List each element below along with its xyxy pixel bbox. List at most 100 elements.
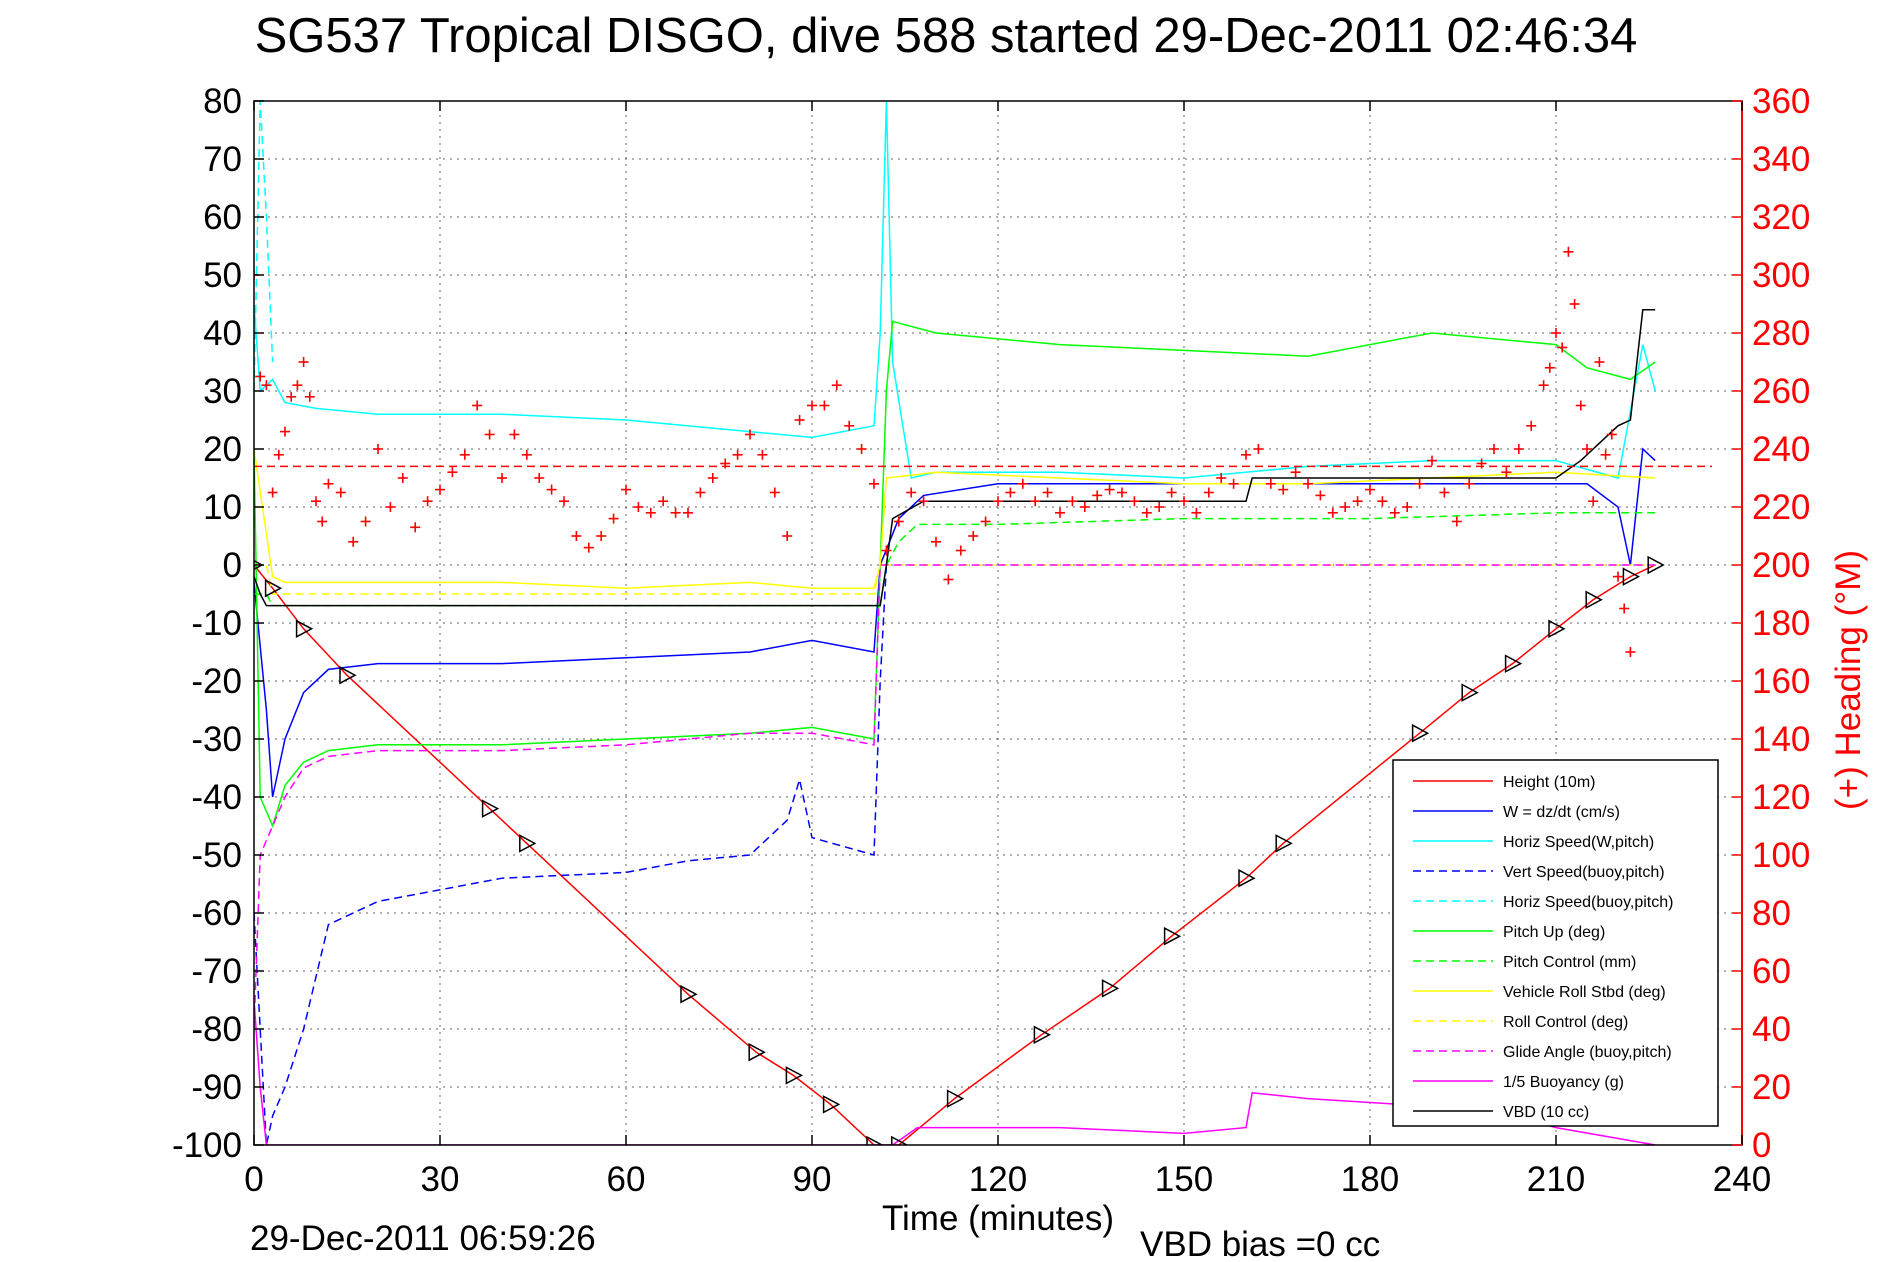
heading-point	[459, 449, 470, 460]
heading-point	[769, 487, 780, 498]
right-tick-label: 60	[1752, 952, 1791, 991]
height-marker	[481, 799, 500, 818]
legend-label: Height (10m)	[1503, 774, 1595, 791]
legend-label: W = dz/dt (cm/s)	[1503, 804, 1620, 821]
heading-point	[1489, 444, 1499, 454]
legend-label: Pitch Up (deg)	[1503, 924, 1605, 941]
legend: Height (10m) W = dz/dt (cm/s) Horiz Speed(…	[1392, 759, 1719, 1127]
heading-point	[255, 371, 266, 382]
heading-point	[1551, 328, 1561, 338]
x-tick-label: 180	[1341, 1160, 1399, 1199]
series-vbd-10-cc	[254, 309, 1656, 607]
heading-point	[1055, 507, 1065, 518]
height-marker	[1647, 555, 1665, 575]
heading-point	[943, 574, 954, 585]
heading-point	[633, 502, 644, 512]
series-horiz-speed-w-pitch	[254, 101, 1656, 479]
heading-point	[732, 449, 743, 460]
heading-point	[1092, 490, 1103, 501]
heading-point	[1501, 467, 1512, 478]
heading-point	[304, 391, 315, 402]
height-marker	[680, 984, 698, 1004]
axes	[253, 100, 1743, 1146]
heading-point	[546, 484, 557, 495]
heading-point	[323, 478, 334, 489]
heading-point	[373, 444, 383, 454]
heading-point	[1154, 502, 1165, 512]
heading-point	[1476, 458, 1487, 469]
heading-point	[893, 516, 904, 527]
heading-point	[918, 496, 929, 507]
heading-point	[335, 487, 346, 498]
heading-point	[385, 502, 396, 512]
heading-point	[1544, 362, 1555, 373]
right-tick-label: 0	[1752, 1126, 1771, 1165]
right-tick-label: 280	[1752, 314, 1810, 353]
heading-point	[670, 507, 681, 518]
y-tick-label: 10	[203, 488, 242, 527]
heading-point	[410, 522, 421, 533]
height-marker	[1238, 868, 1256, 888]
legend-label: Vert Speed(buoy,pitch)	[1503, 864, 1665, 881]
right-tick-label: 240	[1752, 430, 1810, 469]
right-tick-label: 220	[1752, 488, 1810, 527]
height-marker	[946, 1089, 965, 1108]
heading-point	[1303, 478, 1313, 489]
heading-point	[360, 516, 371, 527]
height-marker	[264, 578, 283, 598]
heading-point	[1315, 490, 1326, 501]
legend-label: Glide Angle (buoy,pitch)	[1503, 1044, 1672, 1061]
x-tick-label: 60	[607, 1160, 646, 1199]
right-tick-label: 40	[1752, 1010, 1791, 1049]
heading-point	[980, 516, 991, 527]
heading-point	[1569, 299, 1580, 309]
legend-label: Pitch Control (mm)	[1503, 954, 1636, 971]
heading-point	[1216, 473, 1227, 483]
right-tick-label: 200	[1752, 546, 1810, 585]
right-tick-label: 80	[1752, 894, 1791, 933]
heading-point	[707, 473, 718, 483]
legend-label: Roll Control (deg)	[1503, 1014, 1628, 1031]
x-tick-label: 240	[1713, 1160, 1771, 1199]
heading-point	[1179, 496, 1189, 507]
heading-point	[1563, 246, 1574, 257]
y-tick-label: 60	[203, 198, 242, 237]
right-axis-label: (+) Heading (°M)	[1829, 550, 1868, 810]
heading-point	[1451, 516, 1462, 527]
heading-point	[1365, 484, 1375, 495]
heading-point	[1513, 444, 1524, 454]
heading-point	[1582, 444, 1592, 454]
heading-point	[608, 513, 619, 524]
right-tick-label: 360	[1752, 82, 1810, 121]
legend-label: VBD (10 cc)	[1503, 1104, 1589, 1121]
heading-point	[348, 536, 359, 547]
heading-point	[273, 449, 284, 460]
heading-point	[298, 357, 309, 367]
height-marker	[1585, 590, 1603, 610]
heading-point	[1228, 478, 1239, 489]
heading-point	[906, 487, 917, 498]
heading-point	[596, 531, 607, 541]
heading-point	[571, 531, 582, 541]
heading-point	[621, 484, 631, 495]
heading-point	[1079, 502, 1090, 512]
heading-point	[968, 531, 979, 541]
heading-point	[1594, 357, 1605, 367]
series-horiz-speed-buoy-pitch	[254, 101, 274, 392]
y-tick-label: -60	[191, 894, 242, 933]
heading-point	[1402, 502, 1413, 512]
heading-point	[819, 400, 830, 411]
heading-point	[1352, 496, 1363, 507]
y-tick-label: -90	[191, 1068, 242, 1107]
heading-point	[1005, 487, 1016, 498]
heading-point	[1613, 571, 1623, 582]
heading-point	[745, 429, 755, 440]
right-tick-label: 340	[1752, 140, 1810, 179]
height-marker	[1622, 567, 1640, 586]
heading-point	[422, 496, 433, 507]
y-tick-label: -10	[191, 604, 242, 643]
height-marker	[295, 619, 314, 639]
heading-point	[1166, 487, 1177, 498]
heading-point	[267, 487, 278, 498]
